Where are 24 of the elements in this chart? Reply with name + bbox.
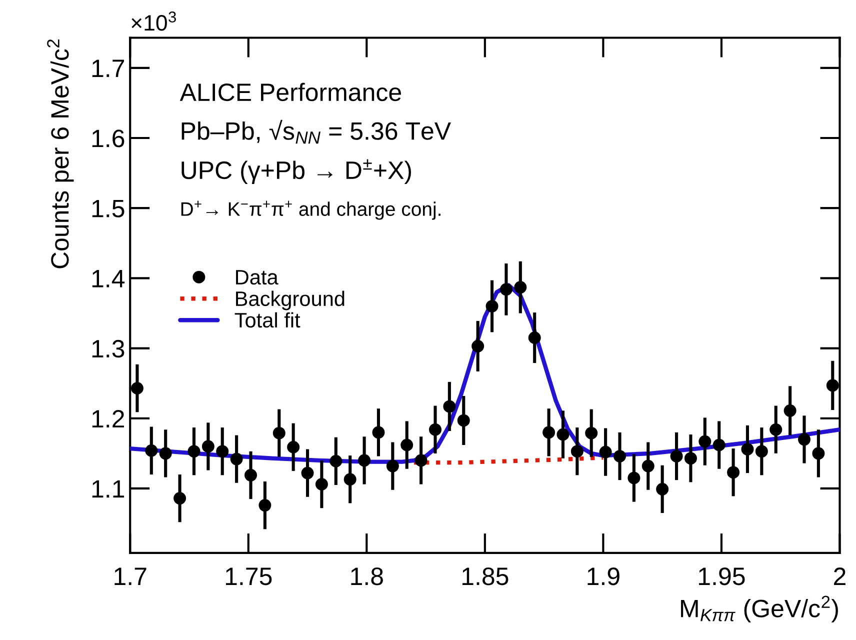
x-tick-label: 1.8 <box>351 568 383 586</box>
x-tick-label: 1.85 <box>462 568 508 586</box>
text: D$^{+}$→ K$^{−}$π$^{+}$π$^{+}$ and charge conj. <box>181 200 440 220</box>
y-tick-label: 1.2 <box>92 410 124 428</box>
legend-label: Background <box>236 290 344 310</box>
y-tick-label: 1.4 <box>92 270 125 288</box>
y-tick-label: 1.3 <box>92 340 124 358</box>
y-tick-label: 1.1 <box>92 480 124 498</box>
y-tick-label: 1.6 <box>92 130 124 148</box>
x-axis-title: M$_{Kππ}$ (GeV/c$^{2}$) <box>681 596 838 622</box>
annotation: ALICE Performance <box>180 82 401 102</box>
text: ×10$^{3}$ <box>132 11 176 31</box>
y-tick-label: 1.7 <box>92 60 124 77</box>
annotation: Pb–Pb, √s$_{NN}$ = 5.36 TeV <box>182 120 451 144</box>
legend-label: Total fit <box>234 312 300 328</box>
x-tick-label: 1.75 <box>226 568 272 586</box>
x-tick-label: 2 <box>834 568 846 585</box>
annotation: UPC (γ+Pb → D$^{±}$+X) <box>182 159 412 184</box>
x-tick-label: 1.9 <box>588 568 620 586</box>
y-tick-label: 1.5 <box>92 200 124 218</box>
legend-label: Data <box>236 270 278 285</box>
x-tick-label: 1.95 <box>699 568 745 586</box>
x-tick-label: 1.7 <box>114 568 146 585</box>
y-axis-title: Counts per 6 MeV/c$^{2}$ <box>47 39 74 268</box>
